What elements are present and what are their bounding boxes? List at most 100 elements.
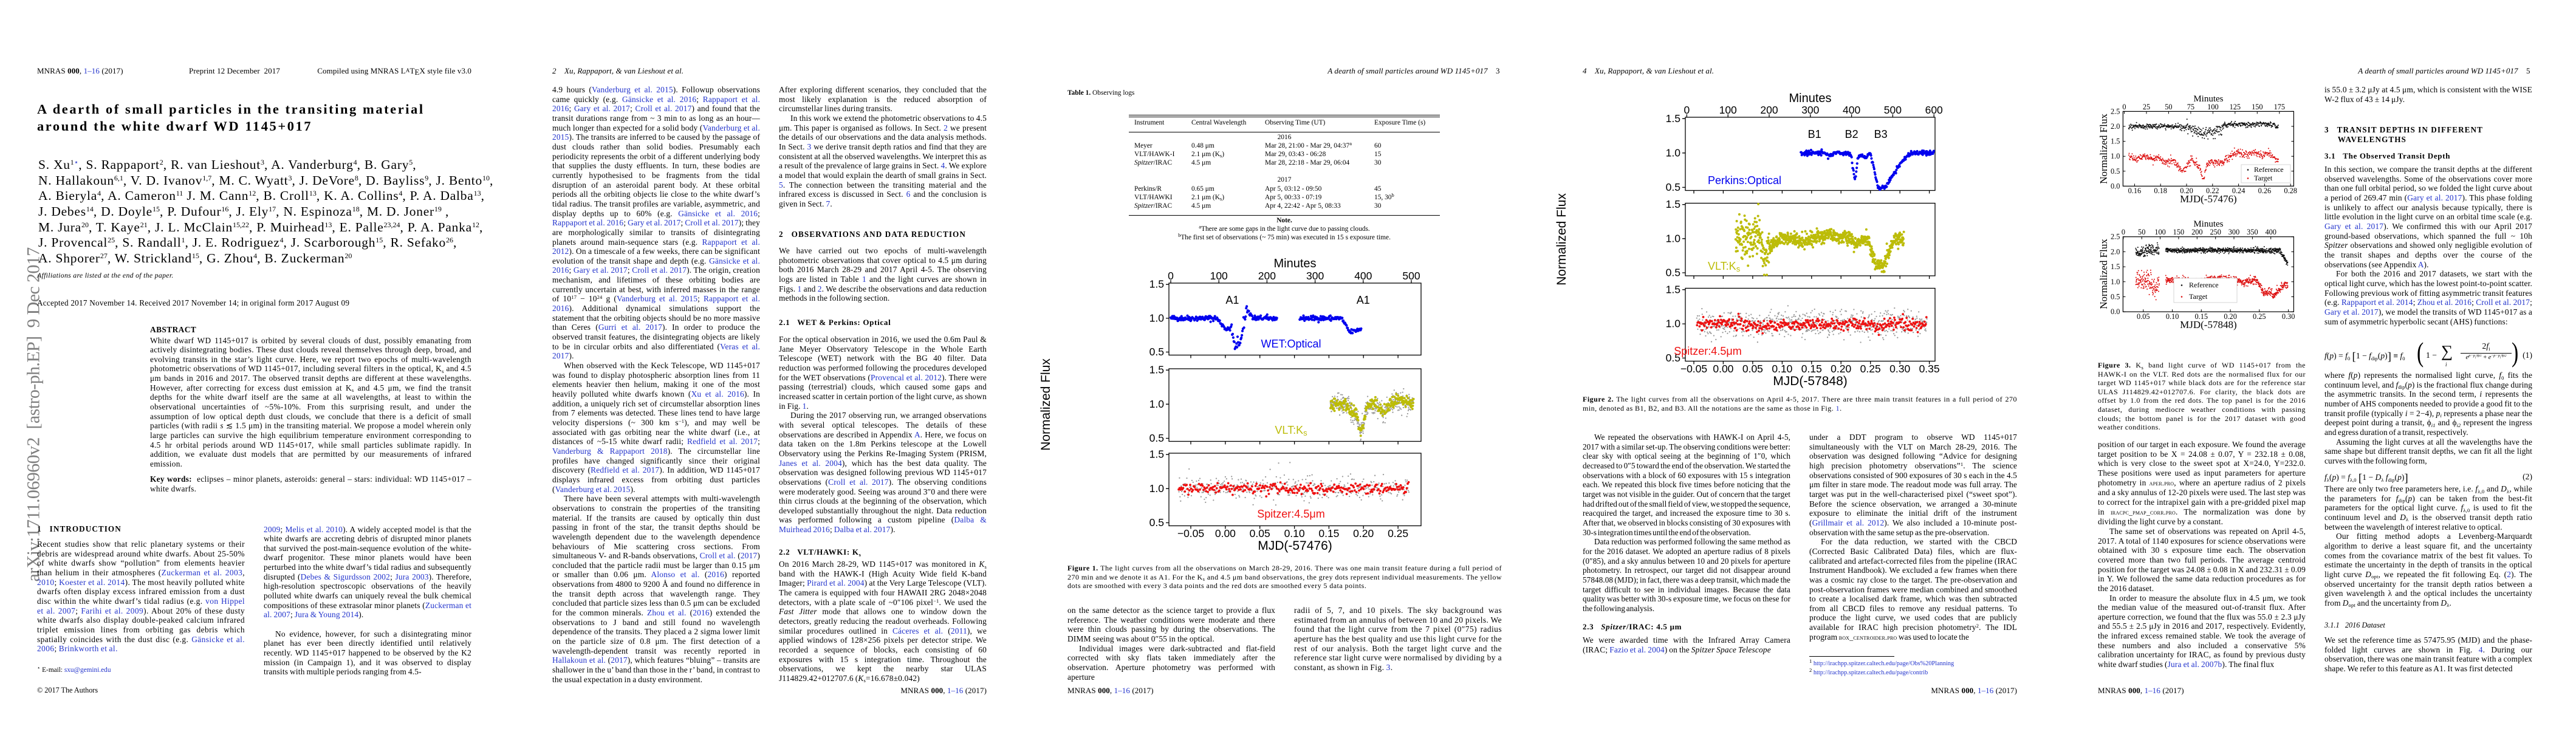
svg-text:0.05: 0.05 xyxy=(1250,527,1270,539)
svg-text:0.5: 0.5 xyxy=(1149,346,1164,358)
svg-text:0.18: 0.18 xyxy=(2154,187,2167,195)
svg-text:0.26: 0.26 xyxy=(2258,187,2272,195)
svg-text:125: 125 xyxy=(2230,103,2241,111)
svg-text:400: 400 xyxy=(1843,104,1860,116)
svg-text:VLT:Ks: VLT:Ks xyxy=(1275,424,1307,437)
svg-text:500: 500 xyxy=(1402,270,1420,282)
svg-text:Minutes: Minutes xyxy=(1273,257,1316,270)
svg-text:1.0: 1.0 xyxy=(1666,146,1681,159)
svg-text:0.15: 0.15 xyxy=(1318,527,1339,539)
svg-text:Reference: Reference xyxy=(2189,281,2219,289)
svg-text:MJD(-57848): MJD(-57848) xyxy=(2180,319,2237,330)
svg-text:0.0: 0.0 xyxy=(2111,307,2120,316)
svg-text:0.16: 0.16 xyxy=(2128,187,2142,195)
svg-text:1.0: 1.0 xyxy=(2111,152,2120,160)
svg-text:0.05: 0.05 xyxy=(1742,363,1763,375)
svg-text:WET:Optical: WET:Optical xyxy=(1261,338,1321,350)
svg-text:Minutes: Minutes xyxy=(1789,92,1831,105)
svg-text:0.25: 0.25 xyxy=(1860,363,1881,375)
svg-text:250: 250 xyxy=(2210,228,2221,236)
svg-text:400: 400 xyxy=(1354,270,1372,282)
svg-text:0.15: 0.15 xyxy=(2195,312,2208,321)
svg-text:1.5: 1.5 xyxy=(2111,262,2120,271)
svg-text:0.10: 0.10 xyxy=(2166,312,2179,321)
svg-text:1.5: 1.5 xyxy=(1149,448,1164,460)
svg-text:0.30: 0.30 xyxy=(1889,363,1910,375)
svg-text:2.5: 2.5 xyxy=(2111,107,2120,115)
svg-text:Normalized Flux: Normalized Flux xyxy=(1039,358,1053,451)
svg-text:0.5: 0.5 xyxy=(1666,352,1680,364)
svg-text:0.10: 0.10 xyxy=(1772,363,1792,375)
svg-text:0: 0 xyxy=(1684,104,1690,116)
svg-text:Perkins:Optical: Perkins:Optical xyxy=(1708,174,1781,187)
svg-text:1.0: 1.0 xyxy=(1149,398,1165,410)
svg-text:1.5: 1.5 xyxy=(1666,283,1680,295)
svg-text:100: 100 xyxy=(1719,104,1737,116)
svg-text:0.20: 0.20 xyxy=(1353,527,1374,539)
svg-text:0.30: 0.30 xyxy=(2282,312,2295,321)
svg-text:200: 200 xyxy=(2191,228,2202,236)
svg-text:0.5: 0.5 xyxy=(2111,293,2120,301)
svg-text:0.0: 0.0 xyxy=(2111,182,2120,190)
svg-text:0: 0 xyxy=(2122,103,2126,111)
svg-text:A1: A1 xyxy=(1225,294,1239,306)
svg-text:200: 200 xyxy=(1258,270,1276,282)
svg-text:50: 50 xyxy=(2138,228,2145,236)
svg-text:100: 100 xyxy=(2207,103,2218,111)
svg-text:300: 300 xyxy=(1801,104,1819,116)
svg-text:0.20: 0.20 xyxy=(2224,312,2237,321)
svg-text:Spitzer:4.5μm: Spitzer:4.5μm xyxy=(1674,345,1741,357)
svg-text:−0.05: −0.05 xyxy=(1177,527,1204,539)
svg-text:Minutes: Minutes xyxy=(2193,219,2223,229)
svg-text:0.00: 0.00 xyxy=(1713,363,1733,375)
svg-text:0.5: 0.5 xyxy=(2111,167,2120,176)
svg-text:350: 350 xyxy=(2247,228,2258,236)
svg-text:B2: B2 xyxy=(1845,128,1858,140)
svg-text:500: 500 xyxy=(1884,104,1902,116)
svg-text:MJD(-57476): MJD(-57476) xyxy=(2180,193,2237,205)
svg-text:0.20: 0.20 xyxy=(1831,363,1851,375)
svg-text:Spitzer:4.5μm: Spitzer:4.5μm xyxy=(1257,508,1324,520)
svg-text:1.5: 1.5 xyxy=(1149,364,1164,376)
svg-text:0.25: 0.25 xyxy=(2253,312,2266,321)
svg-text:300: 300 xyxy=(1306,270,1324,282)
svg-text:1.5: 1.5 xyxy=(2111,137,2120,146)
svg-text:0.35: 0.35 xyxy=(1919,363,1940,375)
svg-text:0.20: 0.20 xyxy=(2180,187,2193,195)
svg-text:Normalized Flux: Normalized Flux xyxy=(2098,239,2109,309)
svg-text:1.0: 1.0 xyxy=(2111,278,2120,286)
svg-text:MJD(-57848): MJD(-57848) xyxy=(1773,374,1848,388)
svg-text:B1: B1 xyxy=(1808,128,1821,140)
svg-text:Target: Target xyxy=(2189,292,2208,301)
svg-text:200: 200 xyxy=(1760,104,1778,116)
svg-text:Reference: Reference xyxy=(2254,165,2284,174)
svg-text:0.22: 0.22 xyxy=(2206,187,2219,195)
svg-text:50: 50 xyxy=(2165,103,2172,111)
svg-text:0.10: 0.10 xyxy=(1284,527,1305,539)
svg-text:175: 175 xyxy=(2274,103,2285,111)
svg-text:VLT:Ks: VLT:Ks xyxy=(1708,260,1741,273)
svg-text:B3: B3 xyxy=(1874,128,1888,140)
svg-text:25: 25 xyxy=(2143,103,2150,111)
svg-text:0.00: 0.00 xyxy=(1215,527,1236,539)
svg-text:0.28: 0.28 xyxy=(2284,187,2297,195)
svg-text:300: 300 xyxy=(2228,228,2239,236)
svg-text:400: 400 xyxy=(2265,228,2276,236)
svg-text:0.24: 0.24 xyxy=(2232,187,2245,195)
svg-text:Normalized Flux: Normalized Flux xyxy=(2098,114,2109,184)
svg-text:Minutes: Minutes xyxy=(2193,94,2223,104)
svg-text:1.0: 1.0 xyxy=(1666,232,1681,244)
svg-text:100: 100 xyxy=(1210,270,1228,282)
svg-text:−0.05: −0.05 xyxy=(1680,363,1707,375)
svg-text:150: 150 xyxy=(2173,228,2184,236)
svg-text:2.0: 2.0 xyxy=(2111,247,2120,256)
svg-text:2.0: 2.0 xyxy=(2111,122,2120,131)
svg-text:150: 150 xyxy=(2252,103,2263,111)
svg-text:0.5: 0.5 xyxy=(1149,516,1164,529)
svg-text:A1: A1 xyxy=(1357,294,1370,306)
svg-text:100: 100 xyxy=(2154,228,2165,236)
svg-text:2.5: 2.5 xyxy=(2111,233,2120,241)
svg-text:Normalized Flux: Normalized Flux xyxy=(1555,193,1569,286)
svg-text:Target: Target xyxy=(2254,174,2273,182)
svg-text:1.0: 1.0 xyxy=(1666,318,1681,330)
